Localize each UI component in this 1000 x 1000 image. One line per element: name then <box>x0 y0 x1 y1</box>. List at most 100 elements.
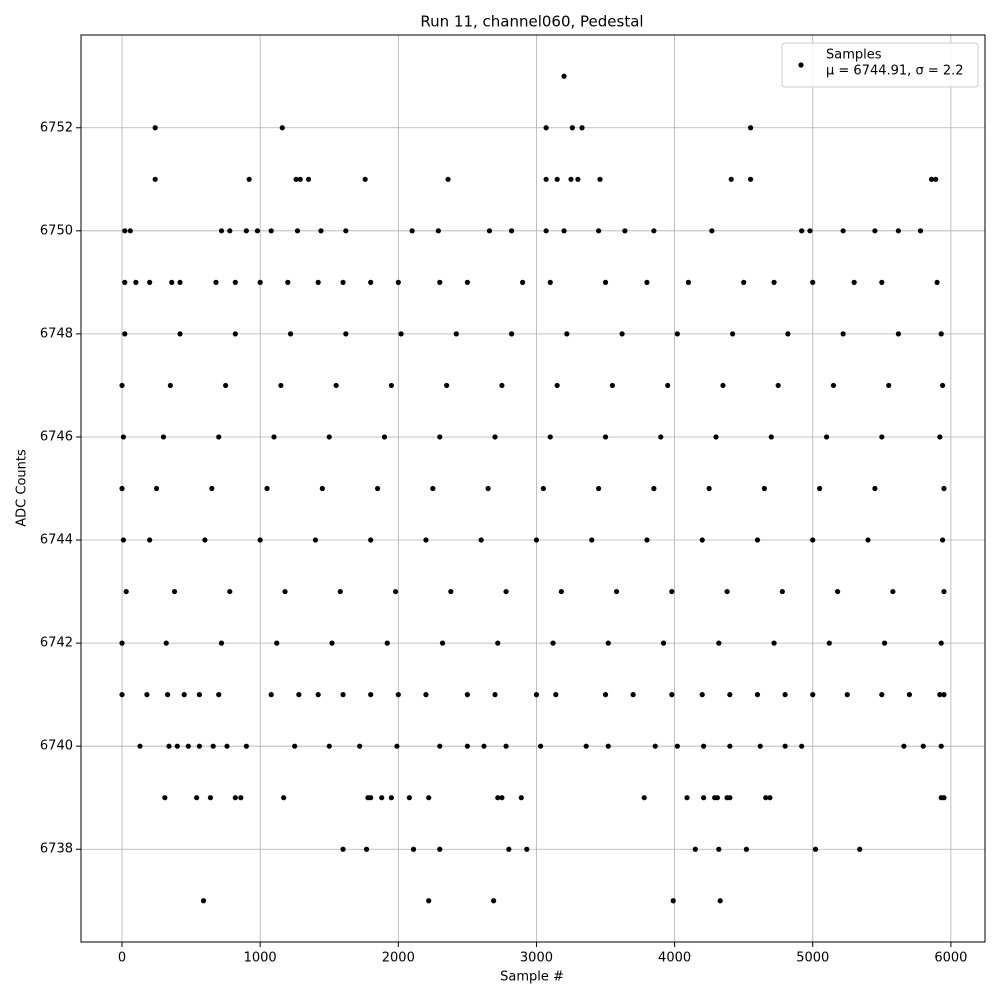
point <box>340 692 346 698</box>
point <box>213 279 219 285</box>
point <box>264 485 270 492</box>
point <box>144 692 150 698</box>
x-tick-label: 0 <box>118 951 126 966</box>
point <box>368 692 374 698</box>
point <box>392 588 399 595</box>
x-tick-label: 3000 <box>520 951 553 966</box>
point <box>368 537 374 543</box>
point <box>602 434 609 440</box>
point <box>292 743 298 749</box>
point <box>782 743 788 749</box>
x-tick-label: 5000 <box>796 951 829 966</box>
point <box>775 382 781 389</box>
x-tick-label: 2000 <box>382 951 415 966</box>
point <box>701 743 707 749</box>
point <box>202 537 208 543</box>
point <box>481 743 487 749</box>
point <box>227 228 233 234</box>
point <box>119 485 125 492</box>
x-tick-label: 1000 <box>244 951 277 966</box>
point <box>437 846 443 852</box>
point <box>409 228 415 234</box>
point <box>194 795 200 801</box>
point <box>437 279 443 285</box>
point <box>771 640 777 646</box>
point <box>596 228 602 234</box>
point <box>699 692 705 698</box>
y-tick-label: 6742 <box>40 636 73 651</box>
point <box>941 692 947 698</box>
point <box>395 279 401 285</box>
point <box>122 228 128 234</box>
point <box>395 692 401 698</box>
y-tick-label: 6744 <box>40 533 73 548</box>
point <box>271 434 277 440</box>
point <box>491 898 497 904</box>
point <box>174 743 180 749</box>
point <box>717 898 723 904</box>
point <box>886 382 892 389</box>
point <box>492 692 498 698</box>
point <box>398 331 404 337</box>
point <box>540 485 546 492</box>
point <box>207 795 214 801</box>
point <box>506 846 512 852</box>
point <box>716 846 722 852</box>
point <box>181 692 187 698</box>
point <box>564 331 570 337</box>
point <box>209 485 215 492</box>
point <box>706 485 712 492</box>
point <box>807 228 813 234</box>
point <box>692 846 698 852</box>
point <box>127 228 133 234</box>
point <box>315 692 321 698</box>
point <box>938 743 944 749</box>
point <box>243 228 249 234</box>
point <box>362 176 368 182</box>
point <box>120 537 127 543</box>
point <box>613 588 620 595</box>
point <box>674 331 680 337</box>
point <box>597 176 603 182</box>
point <box>123 588 129 595</box>
point <box>547 279 553 285</box>
point <box>329 640 335 646</box>
point <box>343 331 349 337</box>
point <box>312 537 319 543</box>
point <box>605 640 611 646</box>
point <box>602 279 609 285</box>
point <box>499 795 505 801</box>
point <box>669 692 675 698</box>
legend-label: Samples <box>826 48 882 63</box>
y-axis-label: ADC Counts <box>15 449 30 527</box>
point <box>554 382 560 389</box>
point <box>119 382 125 389</box>
point <box>453 331 459 337</box>
point <box>589 537 595 543</box>
point <box>363 846 370 852</box>
point <box>709 228 715 234</box>
point <box>716 640 722 646</box>
point <box>823 434 830 440</box>
point <box>464 692 470 698</box>
point <box>920 743 926 749</box>
legend-stats: μ = 6744.91, σ = 2.2 <box>826 64 964 79</box>
point <box>485 485 491 492</box>
point <box>254 228 261 234</box>
point <box>665 382 671 389</box>
point <box>857 846 863 852</box>
point <box>524 846 530 852</box>
x-tick-label: 6000 <box>934 951 967 966</box>
point <box>374 485 381 492</box>
point <box>569 125 575 131</box>
point <box>343 228 349 234</box>
point <box>939 382 946 389</box>
point <box>561 73 567 79</box>
point <box>216 692 222 698</box>
x-tick-label: 4000 <box>658 951 691 966</box>
point <box>243 743 249 749</box>
point <box>210 743 216 749</box>
point <box>533 537 540 543</box>
point <box>799 743 805 749</box>
point <box>619 331 625 337</box>
